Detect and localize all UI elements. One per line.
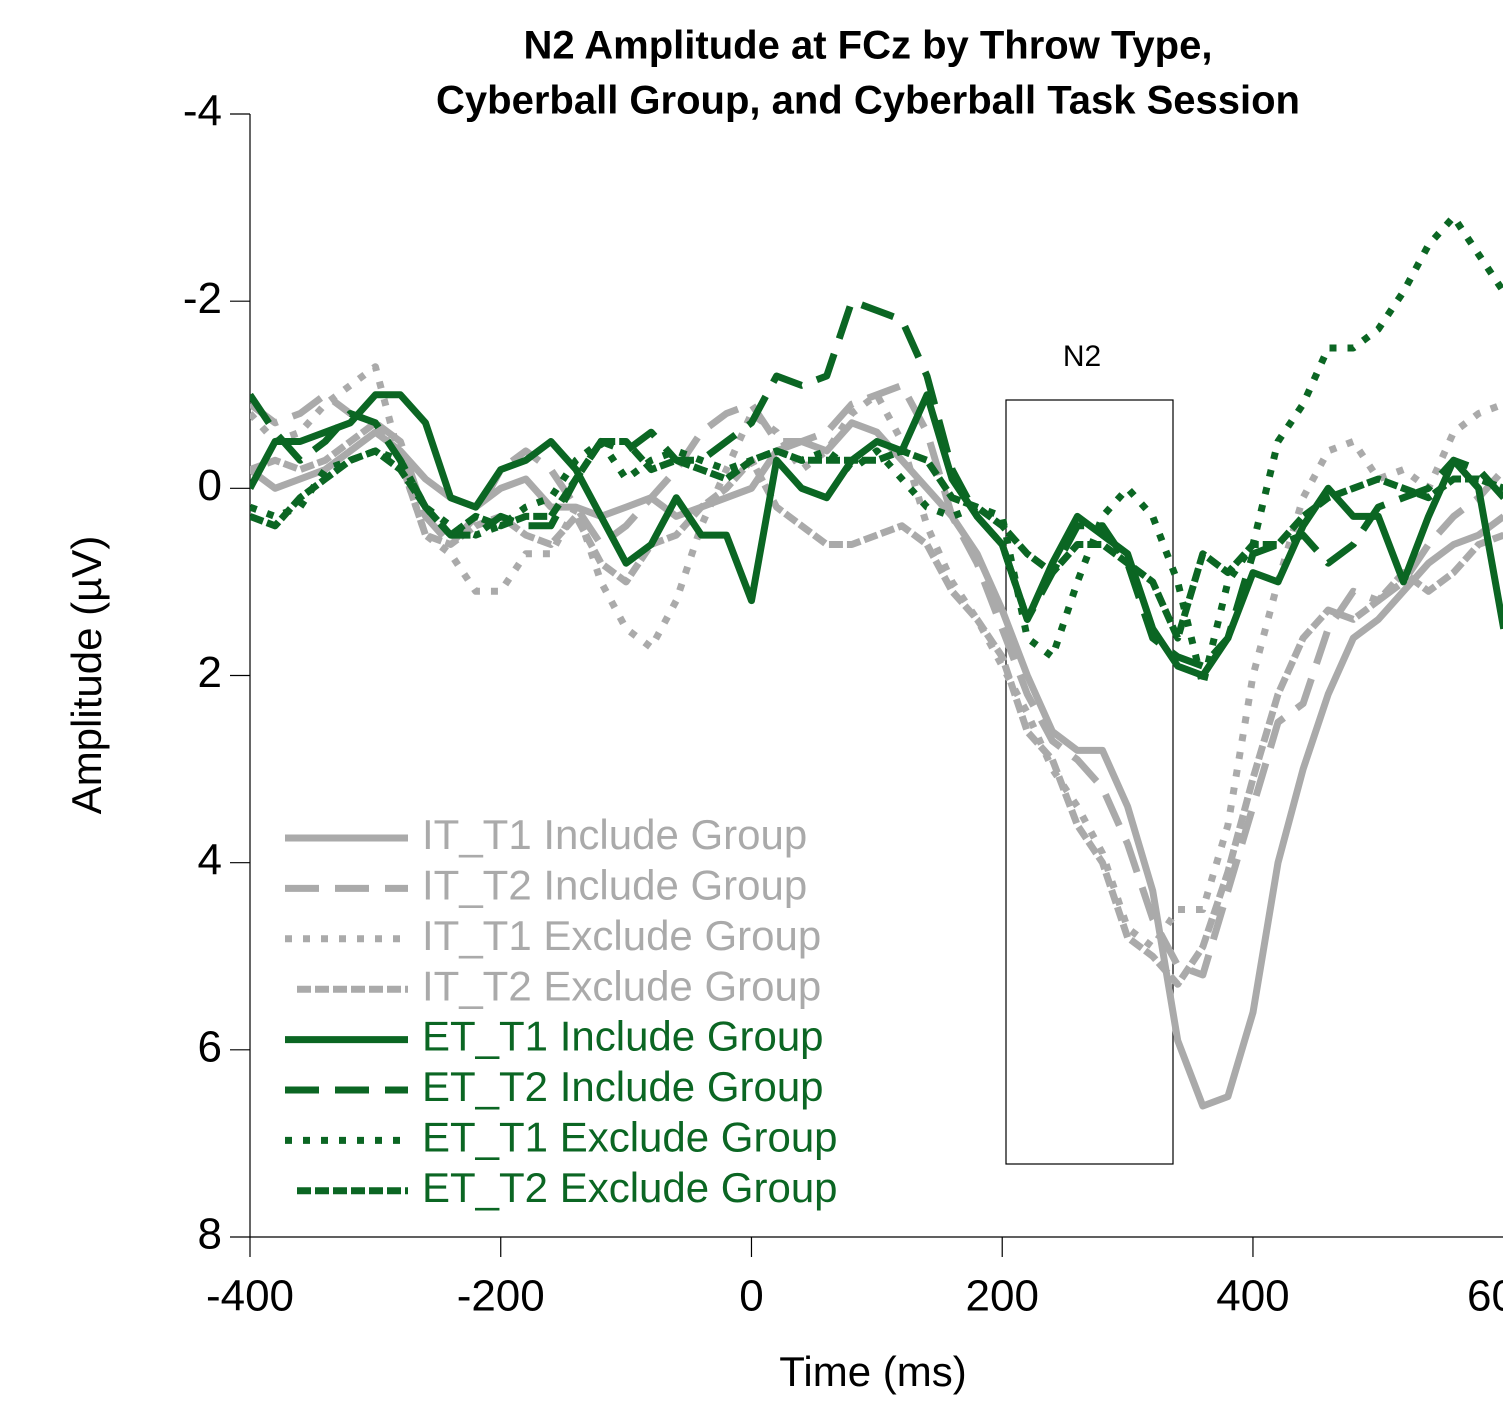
x-axis-label: Time (ms) <box>779 1348 966 1395</box>
legend-label: IT_T2 Include Group <box>422 861 807 908</box>
legend-label: ET_T2 Include Group <box>422 1063 824 1110</box>
n2-window <box>1005 399 1174 1165</box>
y-tick-label: -4 <box>183 87 222 136</box>
x-tick-label: 200 <box>966 1272 1039 1321</box>
x-tick-label: 600 <box>1467 1272 1503 1321</box>
y-tick-label: 2 <box>198 648 222 697</box>
y-tick-label: -2 <box>183 274 222 323</box>
x-tick-label: -200 <box>457 1272 545 1321</box>
y-tick-label: 4 <box>198 835 222 884</box>
y-axis-label: Amplitude (µV) <box>63 536 110 815</box>
chart-title: N2 Amplitude at FCz by Throw Type, <box>524 24 1213 68</box>
y-tick-label: 0 <box>198 461 222 510</box>
line-series <box>250 438 1503 642</box>
legend-label: ET_T1 Exclude Group <box>422 1113 838 1160</box>
x-tick-label: 400 <box>1216 1272 1289 1321</box>
legend-label: IT_T1 Exclude Group <box>422 912 821 959</box>
line-series <box>250 419 1503 988</box>
y-tick-label: 6 <box>198 1022 222 1071</box>
legend-label: IT_T1 Include Group <box>422 811 807 858</box>
y-tick-label: 8 <box>198 1210 222 1259</box>
line-series <box>250 297 1503 670</box>
legend-label: ET_T2 Exclude Group <box>422 1164 838 1211</box>
x-tick-label: 0 <box>739 1272 763 1321</box>
legend-label: ET_T1 Include Group <box>422 1013 824 1060</box>
x-tick-label: -400 <box>206 1272 294 1321</box>
plot-area <box>250 213 1503 1110</box>
line-series <box>250 391 1503 679</box>
chart-title: Cyberball Group, and Cyberball Task Sess… <box>436 79 1300 123</box>
legend-label: IT_T2 Exclude Group <box>422 962 821 1009</box>
annotation: N2 <box>1063 340 1101 373</box>
